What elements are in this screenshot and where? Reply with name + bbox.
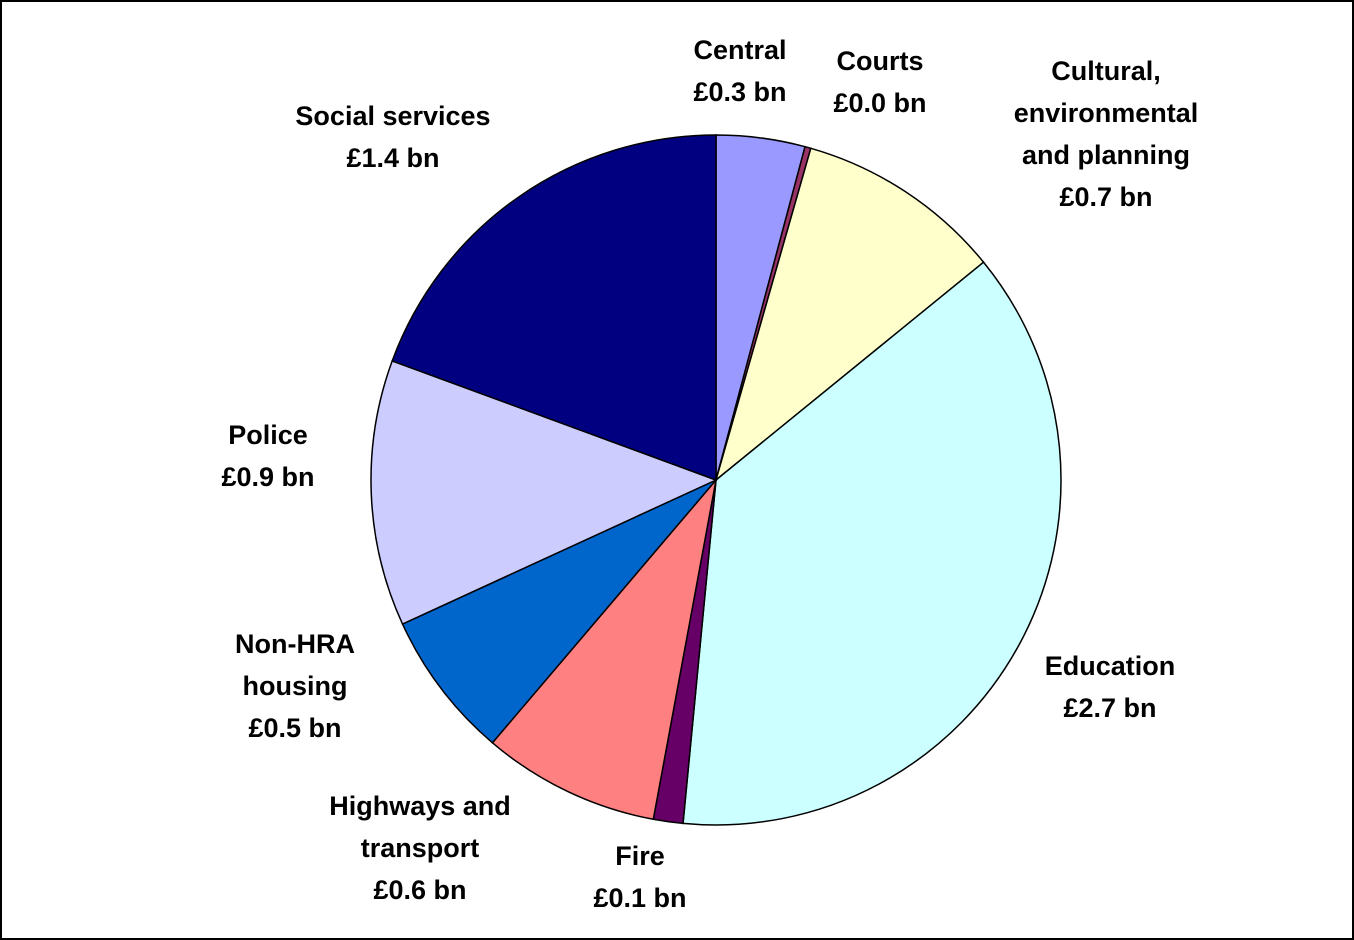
- pie-slice: [370, 359, 718, 626]
- value-label: £0.9 bn: [221, 462, 314, 492]
- pie-slice: [714, 147, 985, 483]
- pie-slice: [391, 134, 717, 482]
- slice-label: Central: [693, 35, 786, 65]
- slice-label: Cultural, environmental and planning: [1014, 56, 1199, 170]
- slice-label: Police: [228, 420, 308, 450]
- value-label: £0.5 bn: [248, 713, 341, 743]
- pie-slice: [682, 261, 1062, 826]
- value-label: £1.4 bn: [346, 143, 439, 173]
- value-label: £0.0 bn: [833, 88, 926, 118]
- pie-slice: [491, 477, 718, 821]
- value-label: £2.7 bn: [1063, 693, 1156, 723]
- value-label: £0.6 bn: [373, 875, 466, 905]
- slice-label: Non-HRA housing: [235, 629, 355, 701]
- slice-label: Highways and transport: [329, 791, 511, 863]
- slice-label: Fire: [615, 841, 665, 871]
- slice-label: Courts: [837, 46, 924, 76]
- slice-label: Social services: [295, 101, 490, 131]
- value-label: £0.7 bn: [1059, 182, 1152, 212]
- value-label: £0.3 bn: [693, 77, 786, 107]
- slice-label: Education: [1045, 651, 1176, 681]
- pie-slice: [401, 479, 717, 744]
- value-label: £0.1 bn: [593, 883, 686, 913]
